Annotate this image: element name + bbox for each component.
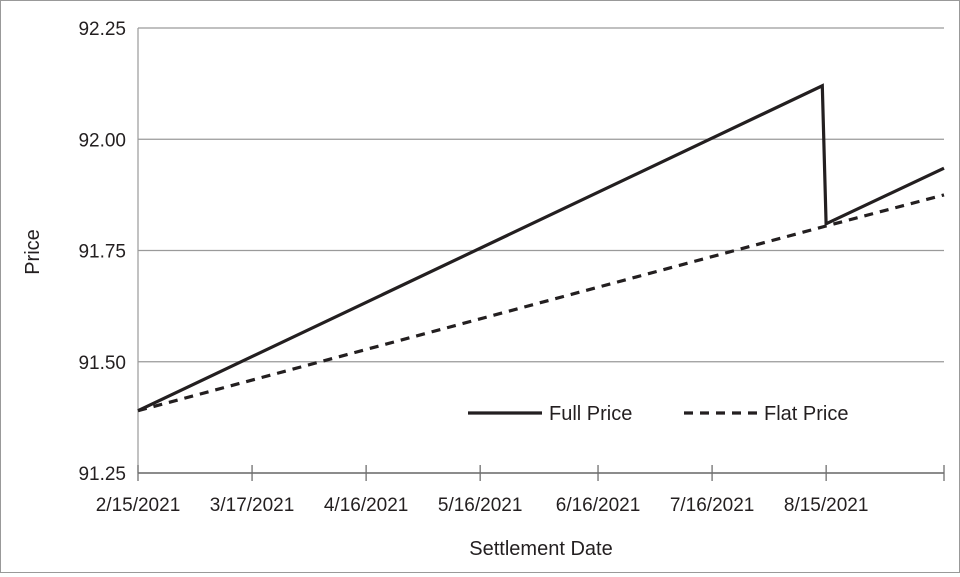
flat-price-line [137,193,945,413]
x-tick-label: 7/16/2021 [670,495,755,516]
y-tick-label: 91.50 [78,353,126,374]
x-tick-label: 6/16/2021 [556,495,641,516]
legend-label: Flat Price [764,403,848,425]
full-price-line [137,83,945,413]
y-tick-label: 91.75 [78,242,126,263]
series-lines [137,83,945,413]
legend: Full Price Flat Price [468,403,848,425]
y-axis-title: Price [22,229,44,275]
x-tick-label: 4/16/2021 [324,495,409,516]
x-tick-label: 2/15/2021 [96,495,181,516]
x-tick-label: 8/15/2021 [784,495,869,516]
axis-labels: Settlement Date Price [22,229,613,560]
x-tick-label: 5/16/2021 [438,495,523,516]
y-tick-label: 91.25 [78,464,126,485]
y-tick-label: 92.00 [78,130,126,151]
x-tick-label: 3/17/2021 [210,495,295,516]
y-tick-label: 92.25 [78,19,126,40]
x-axis-title: Settlement Date [469,538,612,560]
axes: 91.25 91.50 91.75 92.00 92.25 2/15/2021 3/17/2… [78,19,945,516]
legend-label: Full Price [549,403,632,425]
